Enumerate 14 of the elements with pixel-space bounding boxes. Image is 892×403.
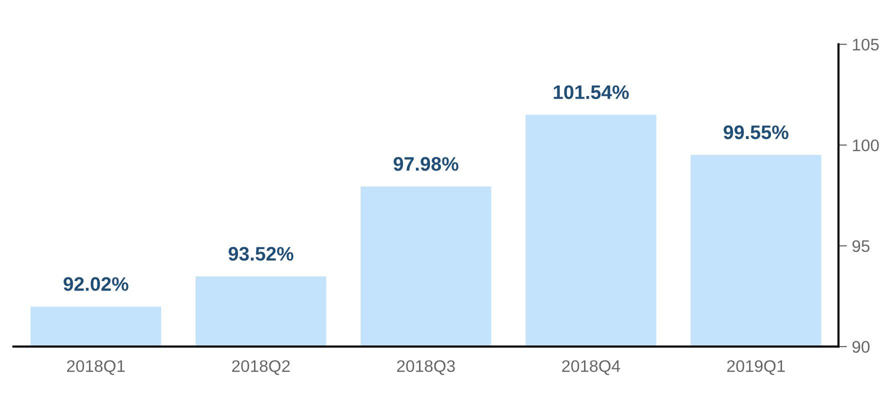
x-tick-label: 2018Q3 (397, 360, 455, 375)
data-label: 93.52% (228, 246, 294, 261)
x-tick-label: 2019Q1 (727, 360, 785, 375)
x-tick-label: 2018Q1 (67, 360, 125, 375)
data-label: 99.55% (724, 125, 788, 140)
x-tick-label: 2018Q2 (232, 360, 290, 375)
y2-tick-label: 105 (852, 38, 879, 51)
y2-tick-label: 100 (852, 139, 879, 152)
x-tick-label: 2018Q4 (562, 360, 620, 375)
data-label: 92.02% (64, 277, 128, 291)
data-label: 101.54% (554, 85, 629, 100)
y2-tick-label: 90 (852, 340, 870, 353)
y2-tick-label: 95 (852, 240, 870, 252)
data-label: 97.98% (394, 157, 458, 171)
